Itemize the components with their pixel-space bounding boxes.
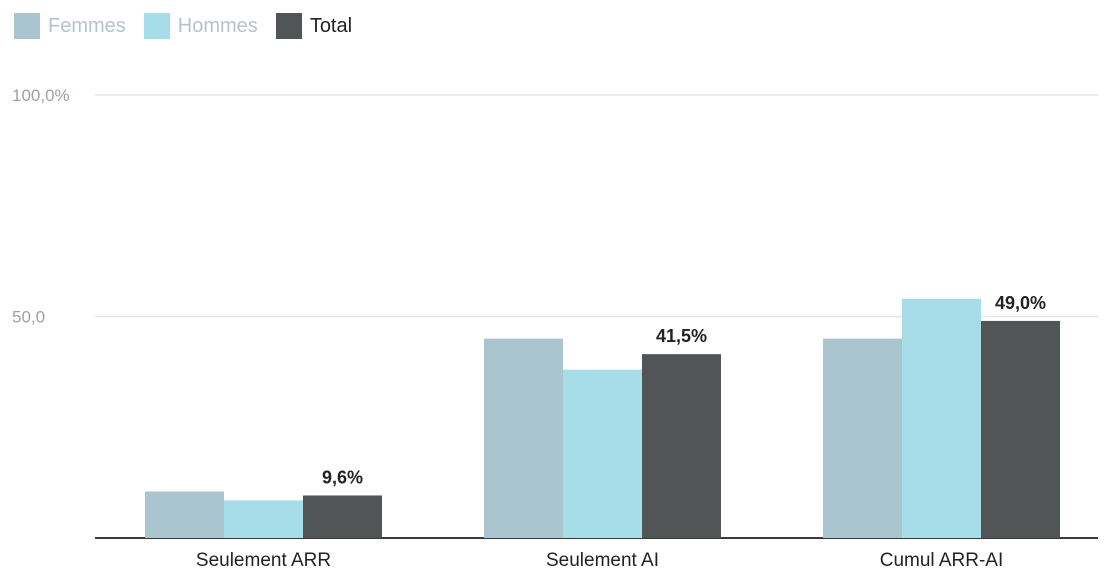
- bar-total-3[interactable]: [981, 320, 1060, 538]
- legend-label: Femmes: [48, 15, 126, 37]
- legend-item-total[interactable]: Total: [275, 13, 353, 39]
- legend-label: Hommes: [177, 15, 258, 37]
- legend-swatch: [14, 13, 40, 39]
- legend-swatch: [275, 13, 302, 39]
- x-category-label: Cumul ARR-AI: [880, 550, 1004, 570]
- chart-legend: Femmes Hommes Total: [14, 12, 352, 40]
- bar-hommes-1[interactable]: [224, 500, 303, 538]
- bar-femmes-2[interactable]: [484, 338, 563, 538]
- y-tick-label: 100,0%: [12, 86, 70, 105]
- legend-label: Total: [309, 15, 353, 37]
- data-label-total: 41,5%: [656, 326, 707, 346]
- x-category-label: Seulement ARR: [196, 550, 331, 570]
- legend-item-femmes[interactable]: Femmes: [14, 13, 126, 39]
- bar-femmes-3[interactable]: [823, 338, 902, 538]
- x-category-label: Seulement AI: [546, 550, 659, 570]
- bar-total-2[interactable]: [642, 354, 721, 538]
- bar-hommes-3[interactable]: [902, 298, 981, 538]
- legend-swatch: [143, 13, 170, 39]
- data-label-total: 9,6%: [322, 467, 363, 487]
- bar-hommes-2[interactable]: [563, 369, 642, 538]
- bar-total-1[interactable]: [303, 495, 382, 538]
- data-label-total: 49,0%: [995, 293, 1046, 313]
- legend-item-hommes[interactable]: Hommes: [143, 13, 258, 39]
- bar-femmes-1[interactable]: [145, 491, 224, 538]
- y-tick-label: 50,0: [12, 308, 45, 327]
